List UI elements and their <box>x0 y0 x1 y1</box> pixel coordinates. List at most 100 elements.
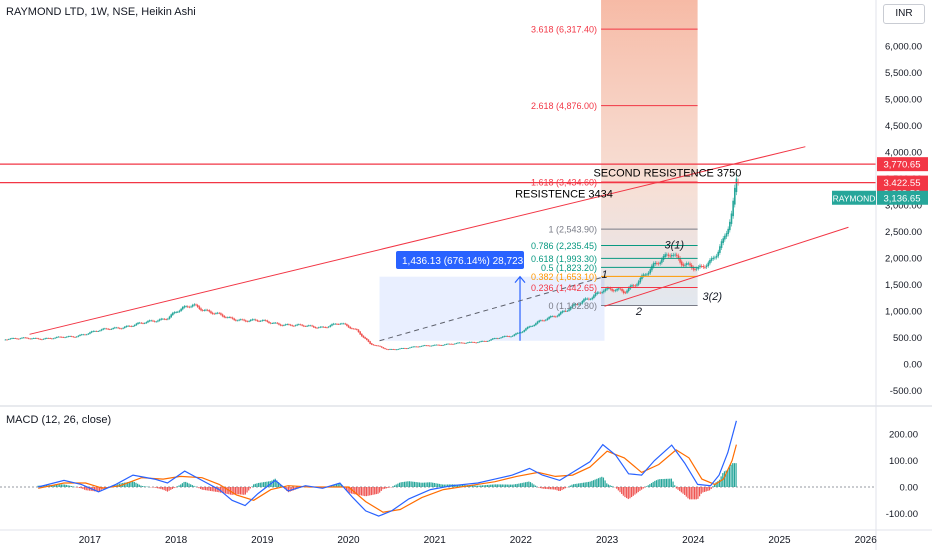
candle <box>97 331 100 332</box>
candle <box>661 259 663 263</box>
macd-hist-bar <box>712 486 714 487</box>
candle <box>705 265 708 268</box>
candle <box>183 306 186 308</box>
candle <box>175 311 177 313</box>
macd-hist-bar <box>52 484 54 487</box>
candle <box>404 348 406 349</box>
candle <box>334 323 337 325</box>
candle <box>727 228 729 235</box>
macd-hist-bar <box>59 484 61 487</box>
trendlines[interactable] <box>0 146 876 335</box>
candle <box>133 324 136 327</box>
macd-hist-bar <box>682 487 684 494</box>
macd-hist-bar <box>224 487 227 494</box>
macd-hist-bar <box>665 478 668 487</box>
candle <box>608 287 610 289</box>
currency-button[interactable]: INR <box>883 4 925 24</box>
candle <box>735 178 738 193</box>
time-axis[interactable]: 2017 2018 2019 2020 2021 2022 2023 2024 2025 2026 <box>79 535 877 546</box>
macd-hist-bar <box>233 487 235 495</box>
candle <box>37 338 40 340</box>
macd-hist-bar <box>526 481 528 487</box>
macd-hist-bar <box>654 480 656 487</box>
candle <box>387 349 390 351</box>
macd-pane[interactable] <box>0 420 876 517</box>
candle <box>649 269 652 274</box>
candle <box>94 331 96 332</box>
macd-hist-bar <box>279 483 281 487</box>
candle <box>460 342 463 344</box>
macd-hist-bar <box>54 484 56 487</box>
fibonacci-levels[interactable]: 3.618 (6,317.40)2.618 (4,876.00)1.618 (3… <box>531 25 698 311</box>
candle <box>288 324 290 326</box>
price-pane[interactable]: 1,436.13 (676.14%) 28,723 3.618 (6,317.4… <box>0 0 876 405</box>
candle <box>178 310 181 312</box>
candle <box>163 318 166 320</box>
candle <box>181 306 184 310</box>
macd-hist-bar <box>372 487 374 495</box>
candle <box>304 326 307 327</box>
macd-hist-bar <box>730 464 732 487</box>
candle <box>447 343 449 345</box>
macd-hist-bar <box>176 486 179 487</box>
price-tick-9: 1,500.00 <box>885 280 922 291</box>
candle <box>188 306 191 308</box>
candle <box>253 319 255 321</box>
candle <box>573 304 575 306</box>
candle <box>714 257 716 259</box>
macd-hist-bar <box>576 483 578 487</box>
candle <box>266 320 269 322</box>
macd-hist-bar <box>72 486 74 487</box>
candle <box>394 349 396 351</box>
candle <box>545 319 547 321</box>
macd-hist-bar <box>577 483 580 487</box>
candle <box>641 275 643 279</box>
candle <box>351 328 353 329</box>
macd-hist-bar <box>564 487 566 489</box>
candle <box>307 325 310 327</box>
candle <box>730 213 733 224</box>
candle <box>452 343 454 345</box>
candle <box>682 264 685 266</box>
candle <box>578 304 580 306</box>
candle <box>516 332 519 334</box>
macd-hist-bar <box>488 484 490 487</box>
candle <box>604 288 607 292</box>
candle <box>102 328 105 330</box>
candle <box>450 343 453 345</box>
candle <box>483 341 486 342</box>
macd-hist-bar <box>705 487 707 492</box>
candle <box>435 344 438 346</box>
macd-hist-bar <box>475 485 477 487</box>
candle <box>639 277 642 283</box>
candle <box>724 235 726 240</box>
time-tick-4: 2021 <box>424 535 447 546</box>
candle <box>172 312 174 316</box>
candle <box>145 322 148 324</box>
macd-tick-0: 200.00 <box>889 430 918 441</box>
price-tag-0: 3,770.65 <box>884 160 921 171</box>
macd-hist-bar <box>410 481 412 487</box>
macd-hist-bar <box>428 482 430 487</box>
time-tick-3: 2020 <box>337 535 360 546</box>
candle <box>412 346 415 348</box>
candle <box>556 315 559 317</box>
macd-hist-bar <box>289 487 291 492</box>
candle <box>400 348 403 349</box>
candle <box>256 320 259 322</box>
macd-hist-bar <box>543 487 545 489</box>
candle <box>646 274 648 276</box>
price-tick-11: 500.00 <box>893 333 922 344</box>
candle <box>442 345 444 346</box>
candle <box>525 328 527 331</box>
candle <box>132 326 134 327</box>
candle <box>54 337 56 339</box>
macd-hist-bar <box>538 487 540 488</box>
candle <box>233 318 235 321</box>
measure-tool[interactable]: 1,436.13 (676.14%) 28,723 <box>379 251 605 342</box>
macd-hist-bar <box>551 487 553 490</box>
macd-hist-bar <box>161 487 164 490</box>
price-scale[interactable]: 6,000.00 5,500.00 5,000.00 4,500.00 4,000.00… <box>885 42 922 521</box>
candle <box>583 299 585 302</box>
